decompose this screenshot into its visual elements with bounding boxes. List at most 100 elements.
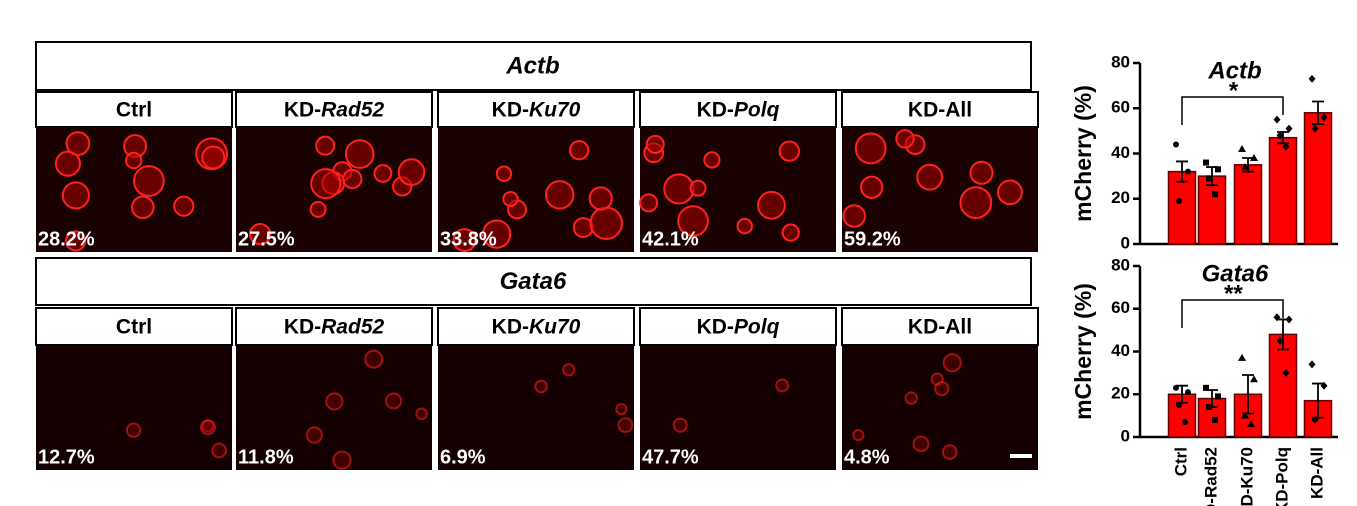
y-tick-label: 80 <box>1111 52 1130 71</box>
panel-header: KD-Rad52 <box>284 315 385 338</box>
cell <box>315 135 336 156</box>
data-point <box>1176 198 1182 205</box>
header-prefix: KD- <box>284 98 321 121</box>
cell <box>645 134 665 154</box>
data-point <box>1206 404 1212 411</box>
significance-bracket <box>1181 96 1284 125</box>
y-tick-label: 0 <box>1121 426 1130 445</box>
header-gene: Polq <box>734 98 780 121</box>
row-title-box <box>35 257 1032 306</box>
cell <box>934 380 950 397</box>
data-point <box>1285 315 1293 324</box>
error-bar <box>1312 100 1324 125</box>
cell <box>309 201 327 218</box>
cell <box>672 417 688 433</box>
panel-header-box <box>437 91 635 128</box>
bar <box>1233 164 1263 245</box>
header-text: KD-All <box>908 98 972 121</box>
header-text: Ctrl <box>116 98 152 121</box>
cell <box>332 450 352 470</box>
cell <box>615 403 628 416</box>
data-point <box>1173 384 1179 391</box>
header-prefix: KD- <box>284 315 321 338</box>
cell <box>852 429 865 442</box>
y-tick-label: 40 <box>1111 341 1130 360</box>
cell <box>364 349 384 369</box>
cell <box>534 379 548 394</box>
cell <box>173 195 195 217</box>
header-gene: Rad52 <box>321 98 384 121</box>
row-title: Actb <box>505 52 559 79</box>
significance-label: * <box>1228 77 1239 104</box>
header-gene: Polq <box>734 315 780 338</box>
y-tick-label: 80 <box>1111 255 1130 274</box>
x-tick-label: KD-All <box>1307 447 1326 499</box>
cell <box>639 193 659 213</box>
header-prefix: KD- <box>697 98 734 121</box>
cell <box>65 131 91 156</box>
row-title: Gata6 <box>500 268 567 295</box>
x-tick-label: Ctrl <box>1171 447 1190 476</box>
cell <box>588 186 613 211</box>
percent-label: 47.7% <box>642 446 699 468</box>
error-bar <box>1277 131 1289 145</box>
data-point <box>1276 336 1284 345</box>
percent-label: 59.2% <box>844 228 901 250</box>
bar <box>1268 136 1298 245</box>
cell <box>904 391 918 405</box>
percent-label: 6.9% <box>440 446 486 468</box>
chart-title: Actb <box>1207 57 1261 84</box>
cell <box>860 175 884 199</box>
cell <box>201 145 226 170</box>
y-tick-label: 0 <box>1121 233 1130 252</box>
x-tick-label: KD-Polq <box>1272 447 1291 506</box>
panel-header-box <box>35 307 233 346</box>
panel-header: KD-Ku70 <box>492 315 581 338</box>
cell <box>61 181 90 210</box>
cell <box>482 219 512 249</box>
y-tick-label: 20 <box>1111 188 1130 207</box>
panel-header-box <box>841 91 1039 128</box>
cell <box>617 417 634 434</box>
data-point <box>1282 142 1290 151</box>
x-tick-label: KD-Ku70 <box>1237 447 1256 506</box>
cell <box>544 180 575 210</box>
data-point <box>1173 141 1179 148</box>
cell <box>397 158 426 186</box>
data-point <box>1247 420 1255 428</box>
bar <box>1268 333 1298 438</box>
y-tick-label: 40 <box>1111 143 1130 162</box>
cell <box>562 363 576 377</box>
cell <box>703 151 721 169</box>
percent-label: 28.2% <box>38 228 95 250</box>
cell <box>248 222 272 246</box>
cell <box>677 205 709 237</box>
cell <box>344 139 375 169</box>
panel-header: KD-Ku70 <box>492 98 581 121</box>
cell <box>125 151 143 170</box>
cell <box>325 392 344 411</box>
data-point <box>1308 360 1316 369</box>
x-tick-label: KD-Rad52 <box>1201 447 1220 506</box>
data-point <box>1282 368 1290 377</box>
header-text: KD-All <box>908 315 972 338</box>
cell <box>941 444 958 460</box>
cell <box>54 150 81 177</box>
data-point <box>1206 175 1212 182</box>
data-point <box>1176 401 1182 408</box>
cell <box>959 186 993 219</box>
micrograph <box>640 345 836 470</box>
cell <box>997 179 1023 206</box>
chart-title: Gata6 <box>1202 260 1269 287</box>
data-point <box>1308 74 1316 83</box>
cell <box>689 179 707 197</box>
data-point <box>1212 416 1218 423</box>
panel-header-box <box>235 91 433 128</box>
cell <box>842 204 866 228</box>
percent-label: 11.8% <box>238 446 294 468</box>
data-point <box>1273 313 1281 322</box>
micrograph <box>236 345 432 470</box>
data-point <box>1185 389 1191 396</box>
cell <box>736 217 753 235</box>
header-gene: Ku70 <box>529 98 581 121</box>
